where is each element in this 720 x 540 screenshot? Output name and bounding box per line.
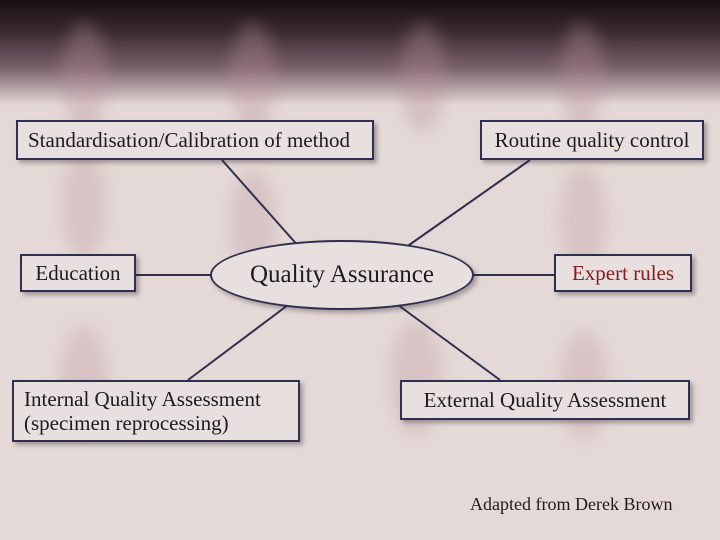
- node-internal: Internal Quality Assessment (specimen re…: [12, 380, 300, 442]
- node-label: Quality Assurance: [250, 261, 434, 289]
- node-education: Education: [20, 254, 136, 292]
- node-label: Education: [35, 261, 120, 285]
- node-label: Routine quality control: [495, 128, 690, 152]
- node-center: Quality Assurance: [210, 240, 474, 310]
- node-label: External Quality Assessment: [424, 388, 667, 412]
- node-label: Internal Quality Assessment (specimen re…: [24, 387, 288, 435]
- connector-line: [222, 160, 300, 248]
- node-routine: Routine quality control: [480, 120, 704, 160]
- node-standardisation: Standardisation/Calibration of method: [16, 120, 374, 160]
- node-label: Expert rules: [572, 261, 674, 285]
- credit-text: Adapted from Derek Brown: [470, 494, 672, 515]
- node-label: Standardisation/Calibration of method: [28, 128, 350, 152]
- connector-line: [394, 302, 500, 380]
- connector-line: [188, 302, 292, 380]
- node-external: External Quality Assessment: [400, 380, 690, 420]
- connector-line: [402, 160, 530, 250]
- node-expert: Expert rules: [554, 254, 692, 292]
